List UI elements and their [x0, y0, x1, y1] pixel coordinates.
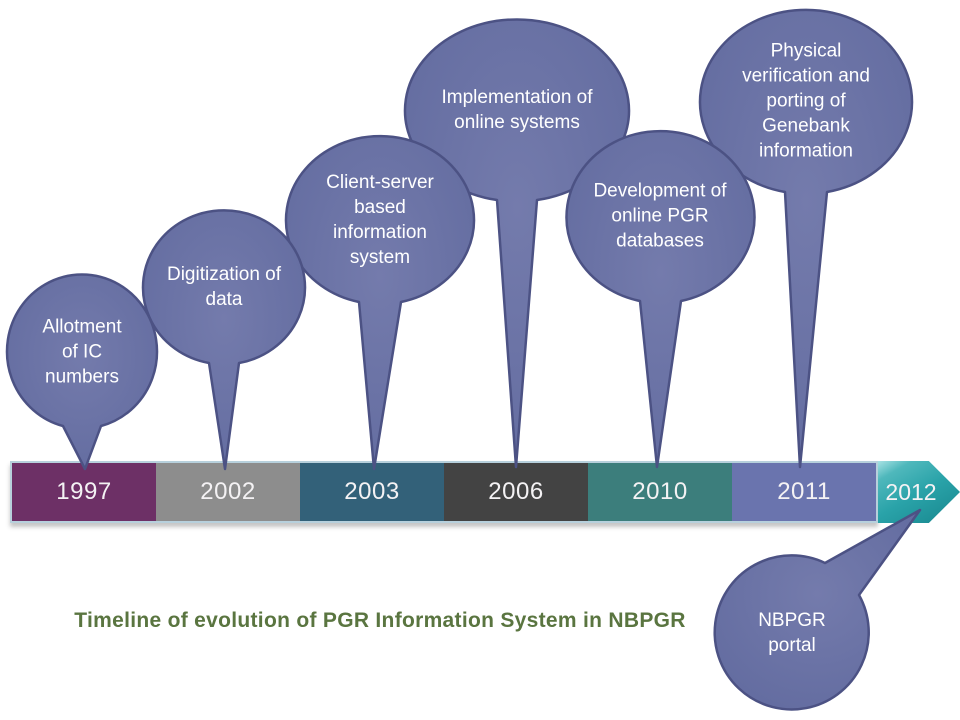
balloon-label-implementation-online-systems: Implementation of online systems [441, 86, 593, 133]
timeline-segment-2003: 2003 [300, 463, 444, 521]
timeline-segment-2002: 2002 [156, 463, 300, 521]
timeline-segment-2006: 2006 [444, 463, 588, 521]
year-label-2010: 2010 [632, 478, 688, 505]
timeline-segment-2010: 2010 [588, 463, 732, 521]
balloon-label-client-server-system: Client-server based information system [326, 171, 434, 269]
balloon-label-nbpgr-portal: NBPGR portal [758, 609, 826, 656]
timeline-segment-1997: 1997 [12, 463, 156, 521]
year-label-1997: 1997 [56, 478, 112, 505]
year-label-2002: 2002 [200, 478, 256, 505]
balloon-label-digitization-of-data: Digitization of data [166, 263, 282, 310]
year-label-2012: 2012 [885, 478, 937, 505]
year-label-2003: 2003 [344, 478, 400, 505]
timeline-arrow-segment-2012: 2012 [878, 461, 960, 523]
balloon-label-allotment-ic-numbers: Allotment of IC numbers [42, 316, 122, 388]
timeline-segment-2011: 2011 [732, 463, 876, 521]
balloon-label-development-pgr-databases: Development of online PGR databases [593, 180, 727, 252]
balloon-label-physical-verification-genebank: Physical verification and porting of Gen… [742, 40, 870, 162]
year-label-2011: 2011 [777, 478, 831, 505]
year-label-2006: 2006 [488, 478, 544, 505]
slide-title: Timeline of evolution of PGR Information… [74, 609, 686, 632]
timeline-bar: 1997 2002 2003 2006 2010 2011 [10, 461, 878, 523]
balloon-shape-2002-digitization [141, 209, 307, 471]
